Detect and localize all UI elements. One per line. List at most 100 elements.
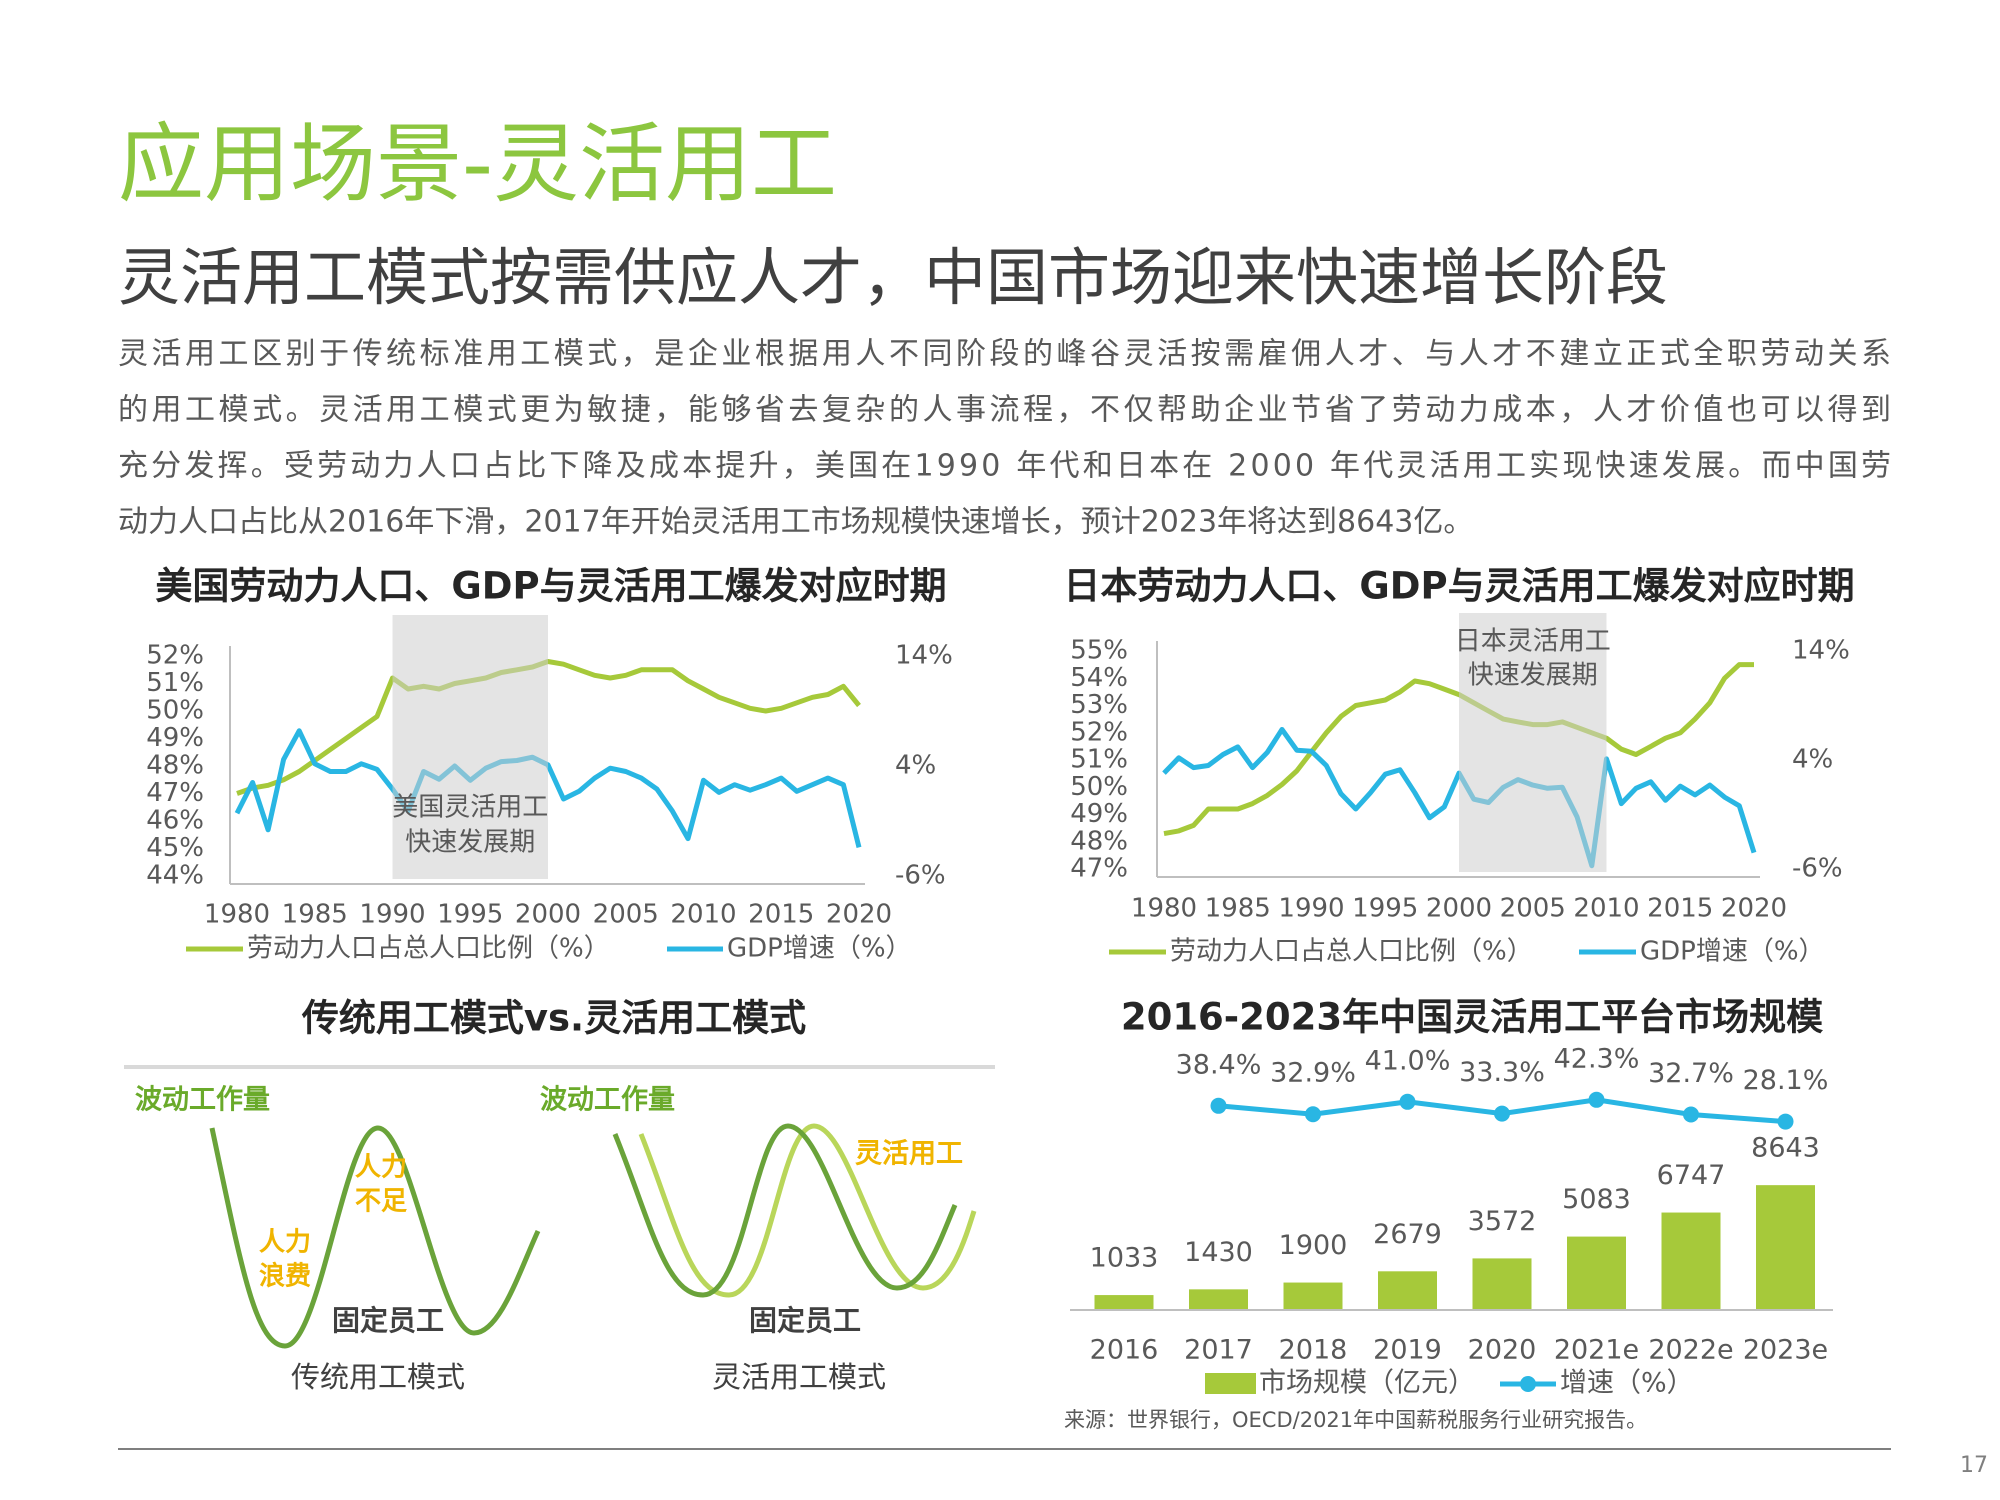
y-tick-label: 49% — [1070, 799, 1128, 829]
highlight-label: 快速发展期 — [405, 828, 535, 858]
x-tick-label: 2000 — [1426, 894, 1492, 924]
y-tick-label: 55% — [1070, 636, 1128, 666]
y-tick-label: 47% — [146, 778, 204, 808]
highlight-label: 快速发展期 — [1468, 661, 1598, 691]
y-tick-label: 44% — [146, 861, 204, 891]
legend-label: 劳动力人口占总人口比例（%） — [247, 934, 610, 964]
legend-label: 增速（%） — [1560, 1368, 1694, 1399]
x-tick-label: 2005 — [593, 900, 659, 930]
body-line: 的用工模式。灵活用工模式更为敏捷，能够省去复杂的人事流程，不仅帮助企业节省了劳动… — [118, 393, 1891, 428]
x-tick-label: 2000 — [515, 900, 581, 930]
x-tick-label: 1980 — [204, 900, 270, 930]
bar — [1472, 1258, 1532, 1310]
growth-dot — [1399, 1093, 1416, 1110]
growth-dot — [1777, 1113, 1794, 1130]
x-tick-label: 1980 — [1131, 894, 1197, 924]
x-tick-label: 2015 — [1647, 894, 1713, 924]
label: 固定员工 — [749, 1304, 861, 1337]
y-tick-label: 49% — [146, 723, 204, 753]
bar-label: 3572 — [1468, 1206, 1537, 1237]
label: 波动工作量 — [540, 1085, 675, 1116]
legend-swatch — [1205, 1373, 1256, 1394]
growth-label: 42.3% — [1554, 1043, 1640, 1074]
diagram-title: 传统用工模式vs.灵活用工模式 — [301, 997, 806, 1040]
label: 人力 — [259, 1228, 311, 1258]
x-tick-label: 2015 — [748, 900, 814, 930]
bar — [1378, 1271, 1437, 1310]
growth-dot — [1305, 1106, 1321, 1123]
body-line: 灵活用工区别于传统标准用工模式，是企业根据用人不同阶段的峰谷灵活按需雇佣人才、与… — [118, 337, 1891, 372]
x-tick-label: 2017 — [1184, 1335, 1253, 1366]
bar-label: 1430 — [1184, 1237, 1253, 1268]
y-tick-label: 46% — [146, 806, 204, 836]
growth-dot — [1683, 1106, 1699, 1123]
y2-tick-label: 14% — [1792, 636, 1850, 666]
caption: 灵活用工模式 — [712, 1360, 886, 1394]
bar — [1567, 1236, 1626, 1310]
growth-label: 32.7% — [1648, 1058, 1734, 1089]
x-tick-label: 2020 — [1468, 1335, 1537, 1366]
x-tick-label: 2020 — [1721, 894, 1787, 924]
x-tick-label: 2019 — [1373, 1335, 1442, 1366]
y-tick-label: 48% — [1070, 826, 1128, 856]
caption: 传统用工模式 — [291, 1360, 465, 1394]
growth-label: 33.3% — [1459, 1057, 1545, 1088]
y-tick-label: 52% — [1070, 717, 1128, 747]
bar — [1756, 1185, 1815, 1310]
y-tick-label: 51% — [1070, 745, 1128, 775]
legend-label: 劳动力人口占总人口比例（%） — [1170, 937, 1533, 967]
growth-label: 38.4% — [1176, 1049, 1262, 1080]
chart-title: 日本劳动力人口、GDP与灵活用工爆发对应时期 — [1063, 565, 1854, 608]
x-tick-label: 2010 — [670, 900, 736, 930]
y2-tick-label: 4% — [1792, 745, 1833, 775]
page-number: 17 — [1960, 1453, 1988, 1478]
x-tick-label: 2018 — [1279, 1335, 1348, 1366]
y-tick-label: 47% — [1070, 854, 1128, 884]
legend-label: GDP增速（%） — [1640, 937, 1825, 967]
x-tick-label: 2010 — [1573, 894, 1639, 924]
legend-label: GDP增速（%） — [727, 934, 912, 964]
bar — [1661, 1212, 1721, 1310]
x-tick-label: 1995 — [437, 900, 503, 930]
label: 人力 — [355, 1153, 407, 1183]
flex-curve — [638, 1123, 977, 1298]
highlight-label: 日本灵活用工 — [1455, 627, 1611, 657]
chart-title: 2016-2023年中国灵活用工平台市场规模 — [1121, 996, 1823, 1039]
legend-label: 市场规模（亿元） — [1259, 1368, 1475, 1399]
label: 不足 — [355, 1187, 407, 1217]
growth-label: 28.1% — [1743, 1065, 1829, 1096]
y2-tick-label: -6% — [1792, 854, 1843, 884]
bar-label: 1900 — [1279, 1230, 1348, 1261]
highlight-band — [392, 615, 548, 879]
y-tick-label: 52% — [146, 641, 204, 671]
x-tick-label: 1985 — [282, 900, 348, 930]
x-tick-label: 2023e — [1743, 1335, 1828, 1366]
bar — [1283, 1282, 1343, 1310]
x-tick-label: 1995 — [1352, 894, 1418, 924]
x-tick-label: 1990 — [359, 900, 425, 930]
x-tick-label: 2020 — [826, 900, 892, 930]
workload-curve — [612, 1123, 958, 1298]
growth-dot — [1588, 1091, 1605, 1108]
y-tick-label: 50% — [1070, 772, 1128, 802]
y-tick-label: 53% — [1070, 690, 1128, 720]
source: 来源：世界银行，OECD/2021年中国薪税服务行业研究报告。 — [1064, 1408, 1647, 1432]
growth-label: 41.0% — [1365, 1045, 1451, 1076]
label: 波动工作量 — [135, 1085, 270, 1116]
y-tick-label: 48% — [146, 751, 204, 781]
x-tick-label: 1985 — [1205, 894, 1271, 924]
label: 浪费 — [259, 1261, 311, 1292]
legend-swatch — [1520, 1376, 1536, 1392]
chart-title: 美国劳动力人口、GDP与灵活用工爆发对应时期 — [155, 565, 946, 608]
bar-label: 5083 — [1562, 1184, 1631, 1215]
y-tick-label: 54% — [1070, 663, 1128, 693]
label: 灵活用工 — [855, 1139, 963, 1170]
growth-label: 32.9% — [1270, 1058, 1356, 1089]
y-tick-label: 45% — [146, 833, 204, 863]
bar — [1094, 1295, 1154, 1310]
body-line: 充分发挥。受劳动力人口占比下降及成本提升，美国在1990 年代和日本在 2000… — [118, 449, 1891, 484]
x-tick-label: 2022e — [1648, 1335, 1733, 1366]
y2-tick-label: -6% — [895, 861, 946, 891]
bar-label: 1033 — [1090, 1243, 1159, 1274]
